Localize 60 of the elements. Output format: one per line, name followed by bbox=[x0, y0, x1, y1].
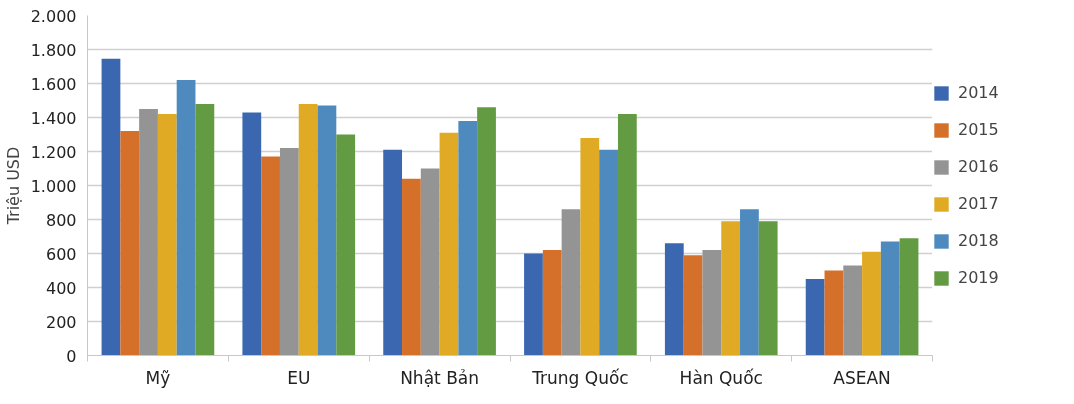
bar bbox=[439, 132, 459, 356]
y-tick-label: 1.600 bbox=[30, 74, 77, 94]
bar bbox=[542, 250, 562, 356]
bar bbox=[880, 241, 900, 356]
y-tick-label: 600 bbox=[45, 244, 77, 264]
bar bbox=[336, 134, 356, 356]
x-tick-label: Nhật Bản bbox=[400, 367, 480, 388]
bar bbox=[242, 112, 262, 356]
bar bbox=[843, 265, 863, 356]
legend-label: 2014 bbox=[958, 83, 999, 102]
bar bbox=[157, 114, 177, 356]
y-tick-label: 1.200 bbox=[30, 142, 77, 162]
bar bbox=[383, 149, 403, 356]
y-tick-label: 800 bbox=[45, 210, 77, 230]
y-tick-label: 400 bbox=[45, 278, 77, 298]
y-tick-label: 200 bbox=[45, 312, 77, 332]
x-tick-label: Mỹ bbox=[145, 367, 171, 388]
x-tick-label: EU bbox=[287, 367, 311, 388]
bar bbox=[458, 120, 478, 356]
bar bbox=[561, 209, 581, 356]
bar bbox=[758, 221, 778, 356]
bar bbox=[721, 221, 741, 356]
x-tick-label: Trung Quốc bbox=[531, 367, 629, 388]
bar bbox=[683, 255, 703, 356]
bar bbox=[899, 238, 919, 356]
bar bbox=[617, 114, 637, 356]
y-tick-label: 2.000 bbox=[30, 6, 77, 26]
bar bbox=[599, 149, 618, 356]
y-axis-title: Triệu USD bbox=[3, 146, 23, 226]
legend-label: 2018 bbox=[958, 231, 999, 250]
y-tick-label: 1.400 bbox=[30, 108, 77, 128]
legend-label: 2017 bbox=[958, 194, 999, 213]
bar bbox=[101, 58, 121, 356]
bar bbox=[261, 156, 280, 356]
bar bbox=[139, 109, 158, 356]
bar bbox=[580, 137, 600, 356]
bar bbox=[420, 168, 440, 356]
legend-label: 2015 bbox=[958, 120, 999, 139]
x-tick-label: Hàn Quốc bbox=[679, 367, 763, 388]
y-tick-label: 1.000 bbox=[30, 176, 77, 196]
bar bbox=[298, 103, 318, 356]
legend-label: 2019 bbox=[958, 268, 999, 287]
y-tick-label: 0 bbox=[66, 346, 77, 366]
bar bbox=[195, 103, 215, 356]
y-tick-label: 1.800 bbox=[30, 40, 77, 60]
bar bbox=[477, 107, 496, 356]
bar bbox=[824, 270, 844, 356]
bar bbox=[317, 105, 337, 356]
bar bbox=[740, 209, 759, 356]
bar bbox=[702, 250, 722, 356]
legend-label: 2016 bbox=[958, 157, 999, 176]
bar bbox=[805, 279, 825, 356]
bar bbox=[176, 80, 196, 356]
bar bbox=[524, 253, 543, 356]
bar bbox=[279, 148, 299, 356]
bar bbox=[664, 243, 684, 356]
bar bbox=[120, 131, 140, 356]
x-tick-label: ASEAN bbox=[833, 367, 891, 388]
bar bbox=[402, 178, 421, 356]
bar bbox=[862, 251, 881, 356]
